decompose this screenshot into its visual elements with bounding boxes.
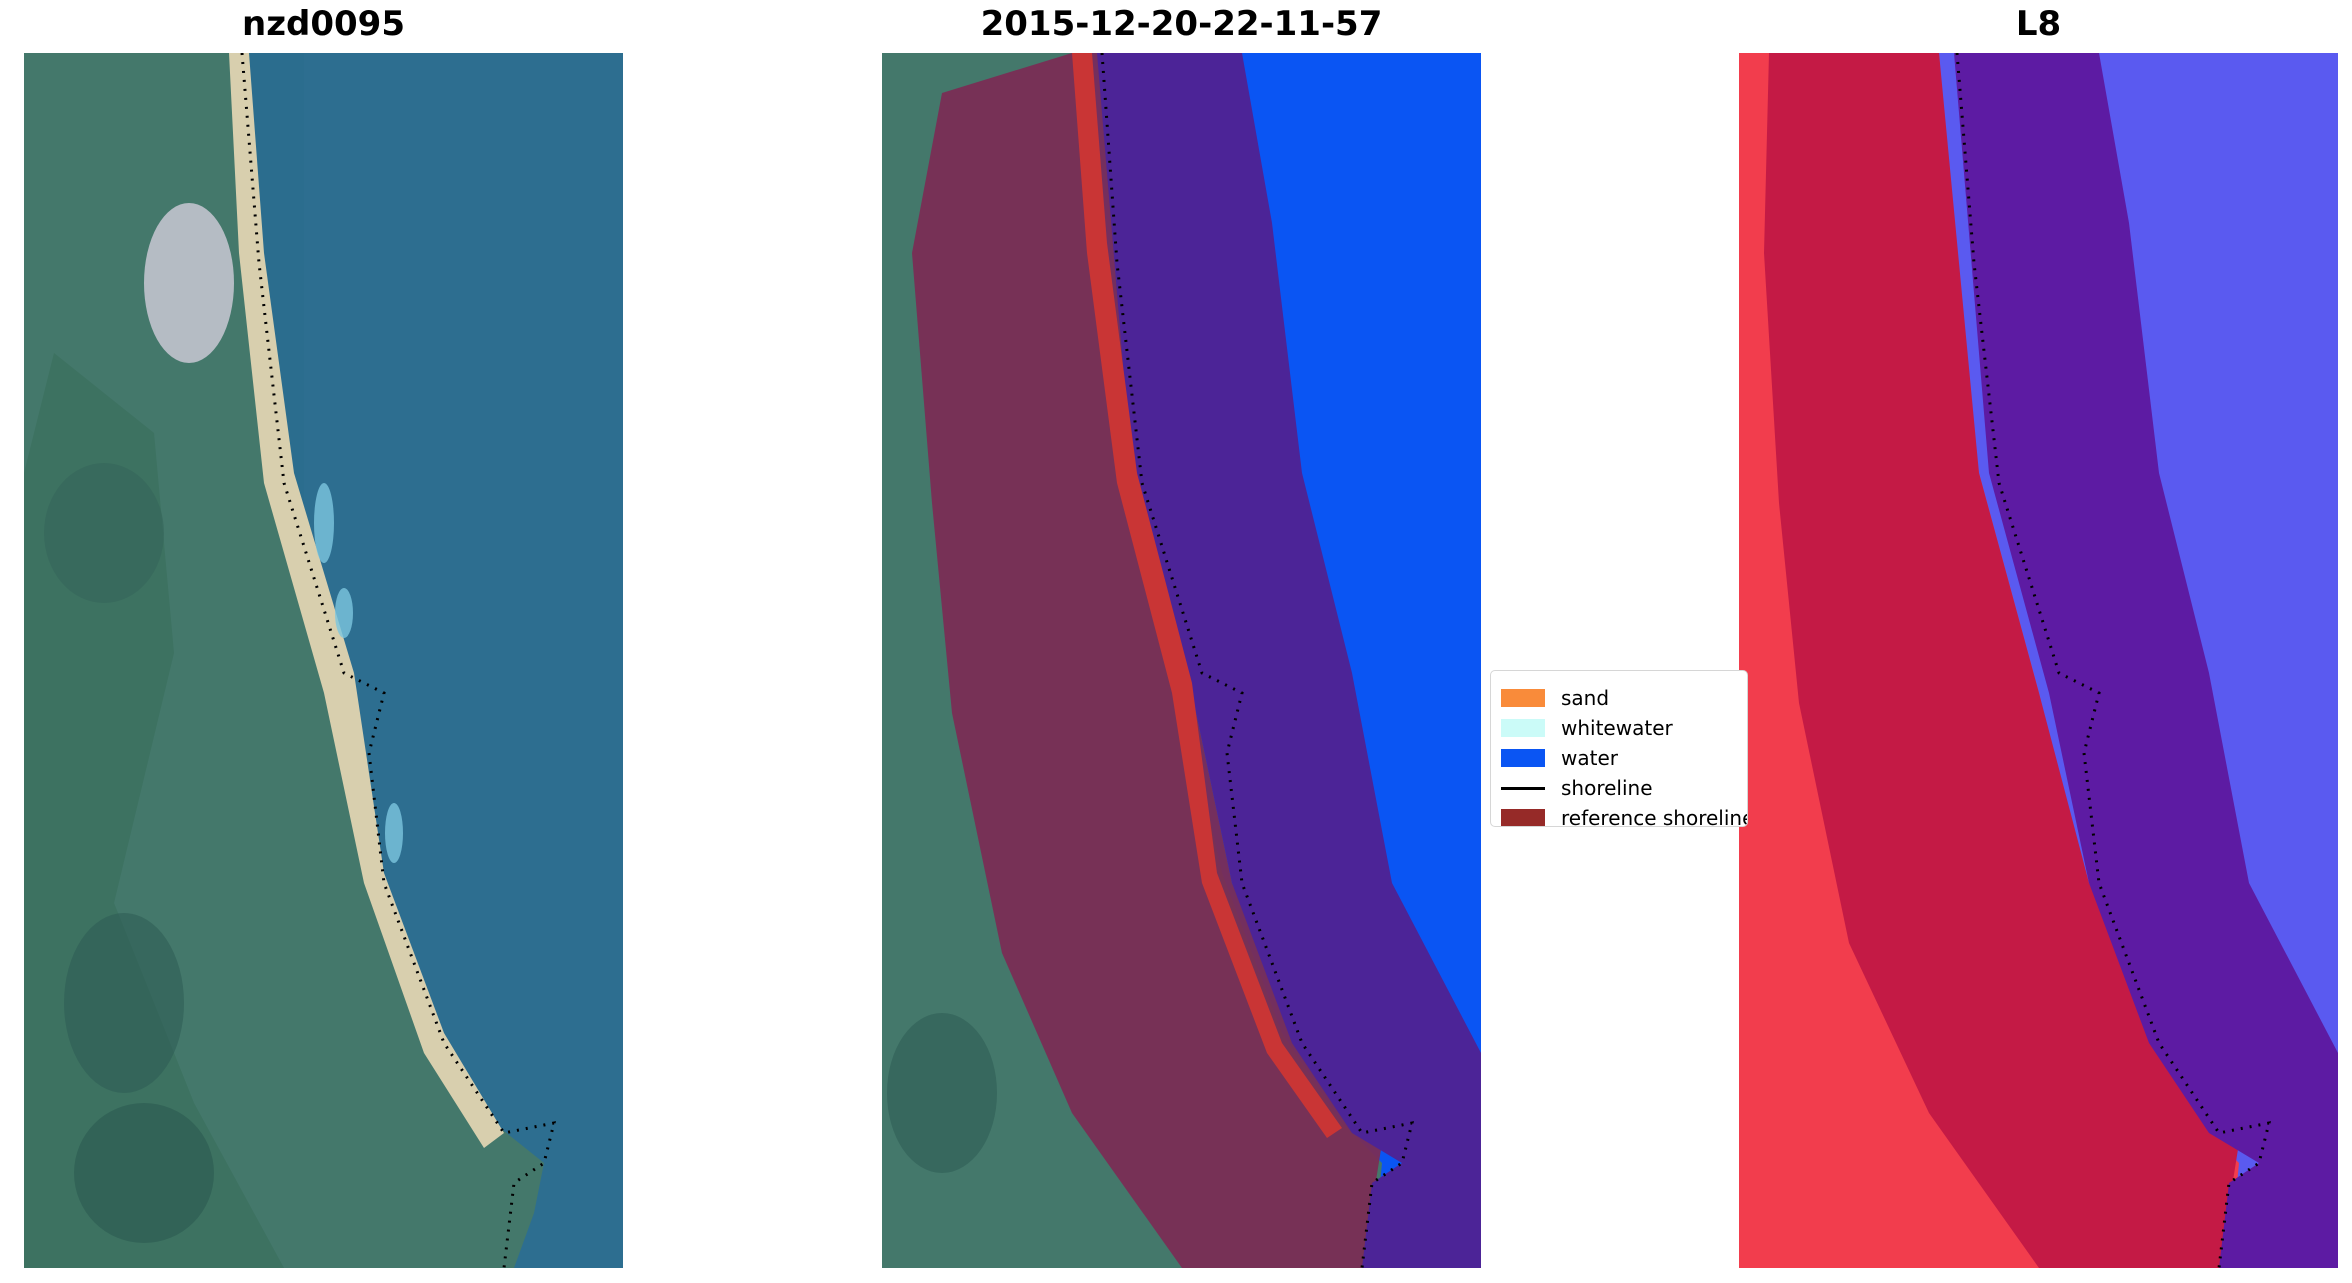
- legend-label: whitewater: [1561, 716, 1673, 740]
- legend-swatch-water: [1501, 749, 1545, 767]
- legend-label: sand: [1561, 686, 1610, 710]
- legend: sand whitewater water shoreline referenc…: [1490, 670, 1748, 827]
- legend-swatch-sand: [1501, 689, 1545, 707]
- legend-label: water: [1561, 746, 1618, 770]
- legend-label: reference shoreline: [1561, 806, 1748, 827]
- legend-swatch-reference-shoreline: [1501, 809, 1545, 826]
- legend-label: shoreline: [1561, 776, 1653, 800]
- panel-title-image: nzd0095: [242, 4, 405, 44]
- legend-item-whitewater: whitewater: [1501, 716, 1673, 740]
- rgb-image-panel: [24, 53, 623, 1268]
- legend-line-shoreline: [1501, 786, 1545, 790]
- l8-index-image: [1739, 53, 2338, 1268]
- legend-item-reference-shoreline: reference shoreline: [1501, 806, 1748, 827]
- rgb-image: [24, 53, 623, 1268]
- legend-item-shoreline: shoreline: [1501, 776, 1653, 800]
- panel-title-classification: 2015-12-20-22-11-57: [980, 4, 1383, 44]
- classification-image: [882, 53, 1481, 1268]
- panel-title-index: L8: [2015, 4, 2062, 44]
- legend-item-sand: sand: [1501, 686, 1609, 710]
- legend-swatch-whitewater: [1501, 719, 1545, 737]
- classification-panel: [882, 53, 1481, 1268]
- legend-item-water: water: [1501, 746, 1618, 770]
- l8-index-panel: [1739, 53, 2338, 1268]
